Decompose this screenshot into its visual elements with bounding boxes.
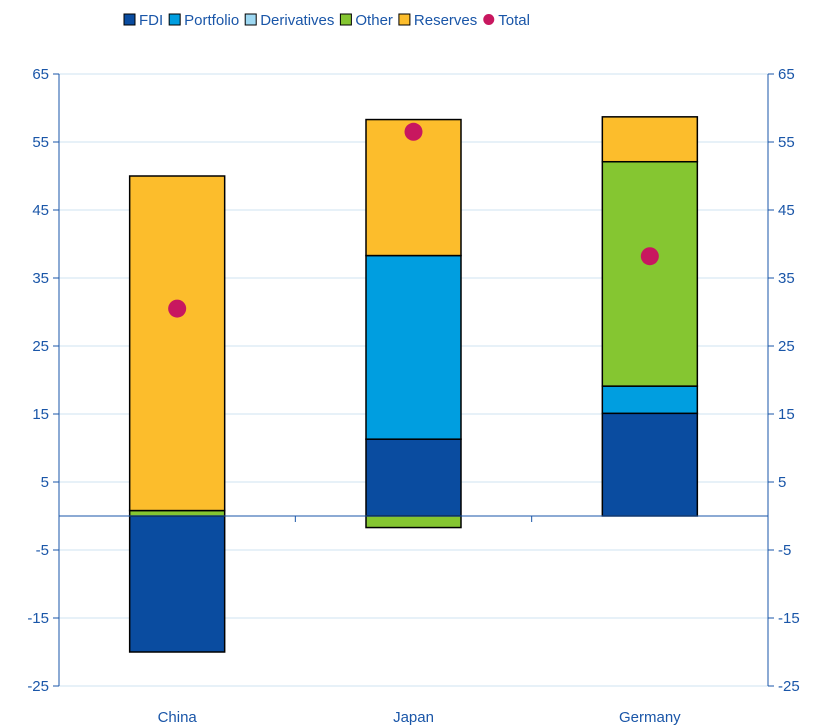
y-tick-label-left: 65: [32, 66, 49, 83]
bar-japan-portfolio: [365, 254, 462, 440]
total-point-china: [168, 299, 187, 318]
bar-germany-fdi: [601, 412, 699, 517]
legend-label-derivatives: Derivatives: [260, 12, 334, 29]
y-tick-label-left: 25: [32, 338, 49, 355]
category-label-japan: Japan: [393, 709, 434, 726]
legend-label-other: Other: [355, 12, 393, 29]
bar-japan-fdi: [365, 438, 462, 517]
total-markers: [168, 122, 659, 318]
legend-swatch-derivatives: [244, 13, 257, 26]
y-tick-label-right: -25: [778, 678, 800, 695]
legend-label-portfolio: Portfolio: [184, 12, 239, 29]
legend: FDI Portfolio Derivatives Other Reserves Tota…: [123, 12, 530, 29]
bar-germany-other: [601, 160, 699, 387]
y-tick-label-right: 35: [778, 270, 795, 287]
y-tick-label-left: -25: [27, 678, 49, 695]
legend-swatch-total: [483, 14, 495, 25]
legend-swatch-portfolio: [168, 13, 181, 26]
total-point-germany: [640, 247, 659, 266]
y-tick-label-right: -5: [778, 542, 791, 559]
y-tick-label-right: -15: [778, 610, 800, 627]
category-label-china: China: [158, 709, 198, 726]
bar-japan-other: [365, 515, 462, 529]
axes: [53, 73, 774, 687]
bar-germany-portfolio: [601, 385, 699, 415]
legend-swatch-reserves: [398, 13, 411, 26]
y-tick-label-left: 45: [32, 202, 49, 219]
y-tick-label-left: -5: [36, 542, 49, 559]
bar-china-fdi: [128, 515, 226, 653]
y-tick-label-right: 25: [778, 338, 795, 355]
y-tick-label-right: 5: [778, 474, 786, 491]
y-tick-label-right: 15: [778, 406, 795, 423]
y-tick-label-right: 65: [778, 66, 795, 83]
y-tick-label-right: 45: [778, 202, 795, 219]
legend-label-total: Total: [498, 12, 530, 29]
y-tick-label-left: 35: [32, 270, 49, 287]
legend-swatch-fdi: [123, 13, 136, 26]
bar-japan-reserves: [365, 118, 462, 257]
y-tick-label-left: 15: [32, 406, 49, 423]
bar-germany-reserves: [601, 116, 699, 163]
category-label-germany: Germany: [619, 709, 681, 726]
category-labels: China Japan Germany: [158, 709, 682, 726]
y-tick-label-left: 5: [41, 474, 49, 491]
bar-china-reserves: [128, 175, 226, 512]
legend-label-reserves: Reserves: [414, 12, 477, 29]
bars: [128, 116, 699, 653]
y-tick-label-left: -15: [27, 610, 49, 627]
y-tick-label-right: 55: [778, 134, 795, 151]
bar-china-other: [128, 509, 226, 517]
total-point-japan: [404, 122, 423, 141]
legend-label-fdi: FDI: [139, 12, 163, 29]
y-tick-label-left: 55: [32, 134, 49, 151]
legend-swatch-other: [339, 13, 352, 26]
